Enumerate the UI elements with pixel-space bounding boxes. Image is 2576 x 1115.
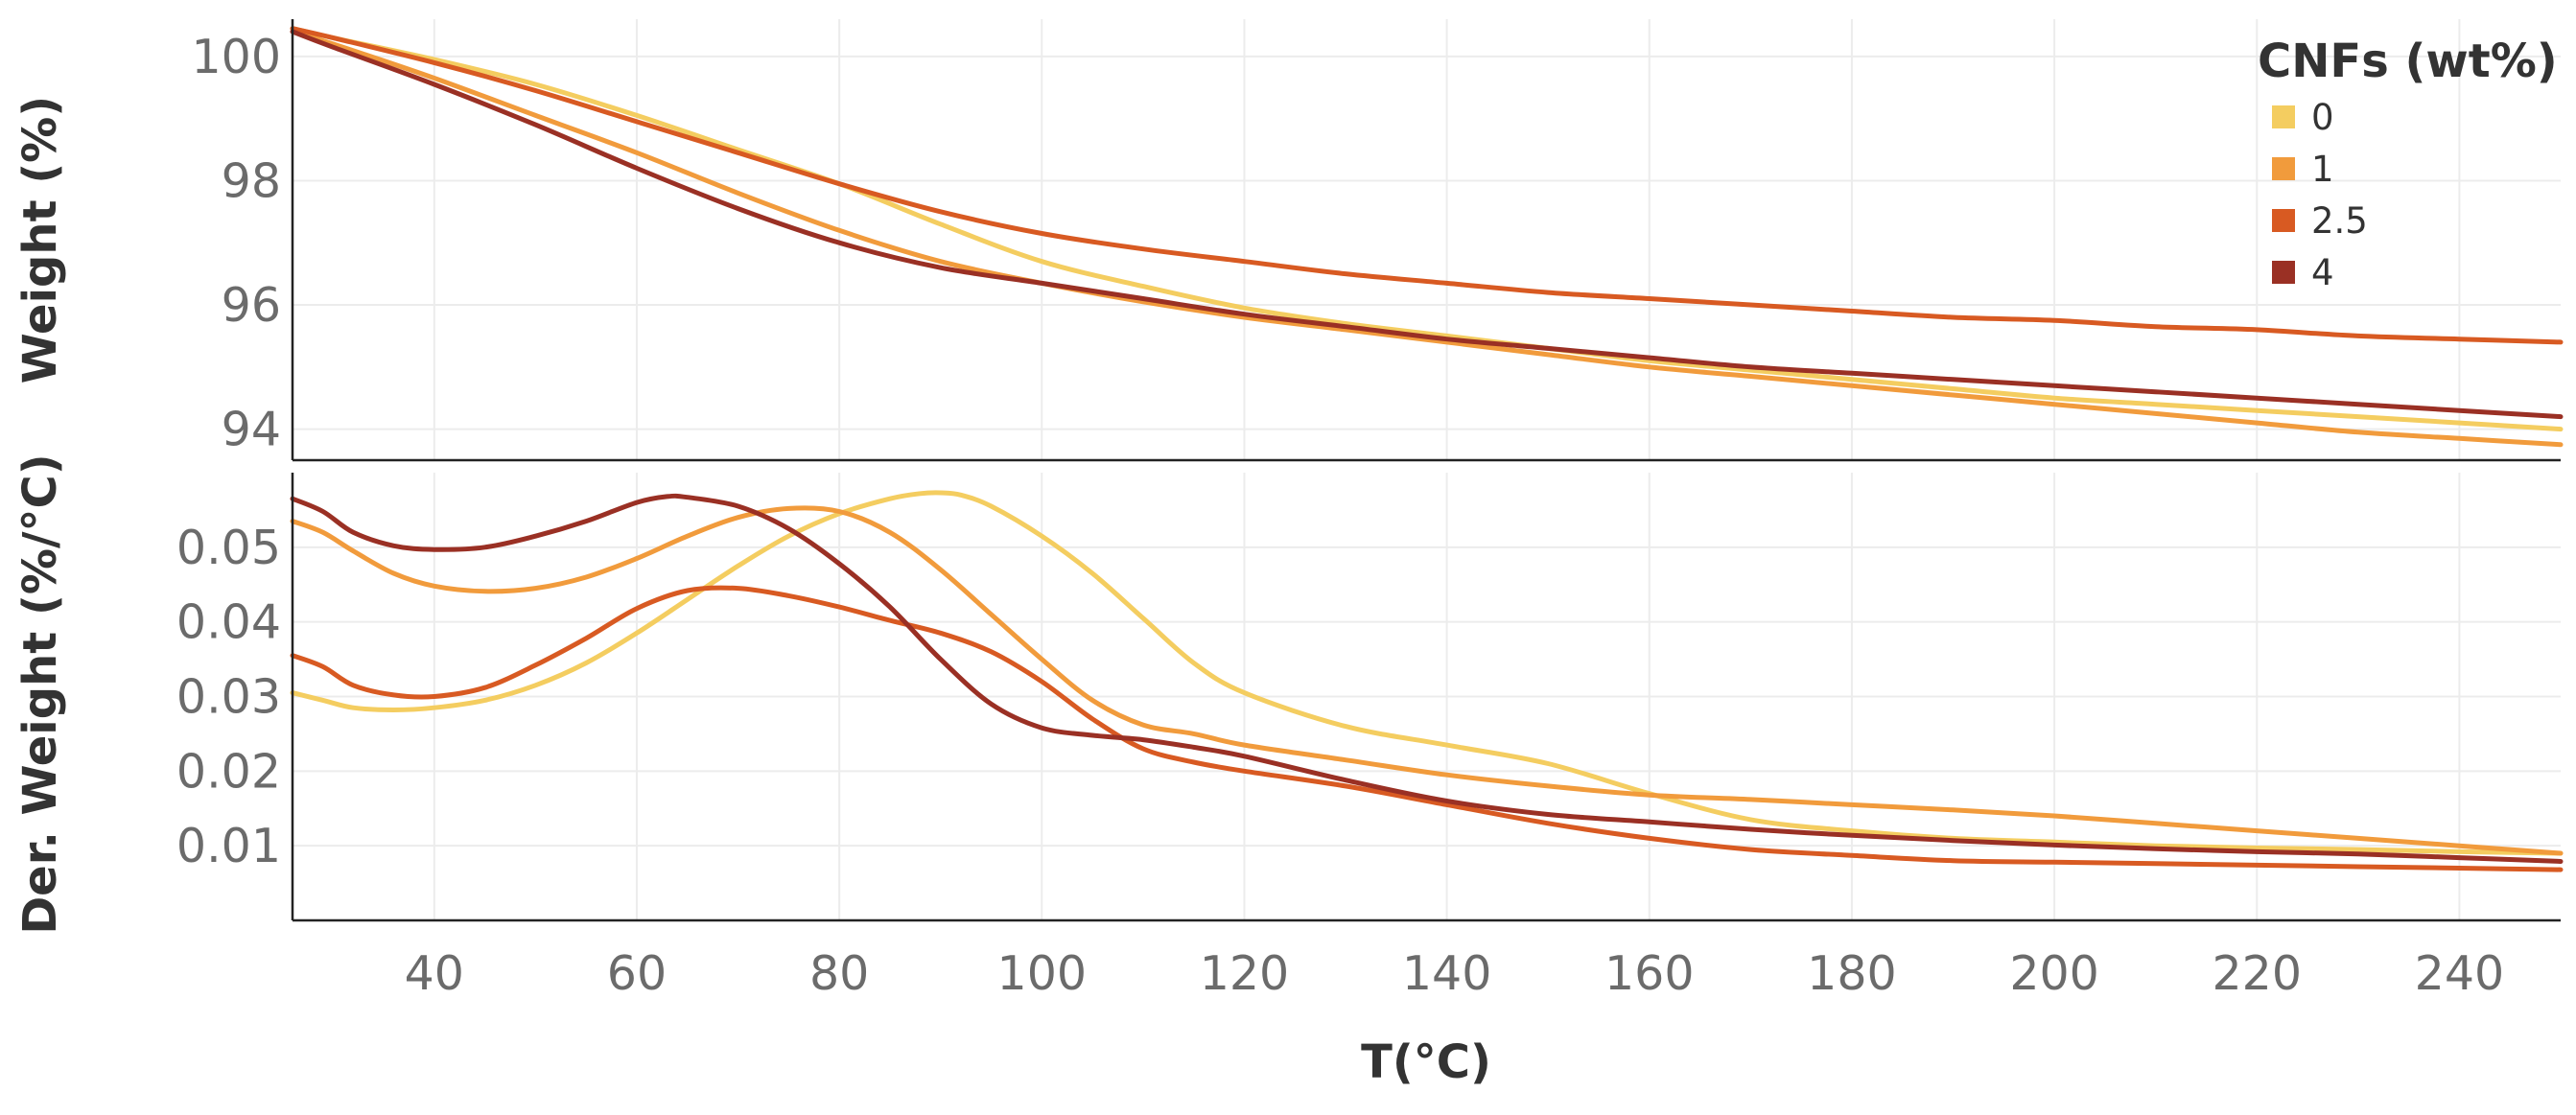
weight-y-tick-96: 96 bbox=[222, 278, 281, 333]
derivative-line-4 bbox=[290, 493, 2564, 864]
derivative-y-tick-0.04: 0.04 bbox=[176, 595, 281, 650]
derivative-gridlines bbox=[293, 473, 2561, 920]
legend-items: 012.54 bbox=[2272, 97, 2368, 293]
derivative-y-tick-0.03: 0.03 bbox=[176, 670, 281, 725]
x-ticks: 40 60 80 100 120 140 160 180 200 220 240 bbox=[405, 946, 2505, 1001]
weight-line-0 bbox=[290, 26, 2564, 432]
x-tick-40: 40 bbox=[405, 946, 464, 1001]
weight-panel: 94 96 98 100 Weight (%) bbox=[13, 19, 2564, 460]
weight-y-axis-label: Weight (%) bbox=[13, 96, 67, 383]
derivative-panel: 0.01 0.02 0.03 0.04 0.05 Der. Weight (%/°C) bbox=[13, 453, 2564, 935]
legend-title: CNFs (wt%) bbox=[2258, 35, 2558, 88]
x-tick-60: 60 bbox=[607, 946, 667, 1001]
axes bbox=[291, 19, 2561, 922]
x-tick-240: 240 bbox=[2415, 946, 2505, 1001]
x-axis-label: T(°C) bbox=[1361, 1035, 1491, 1089]
derivative-y-tick-0.02: 0.02 bbox=[176, 744, 281, 799]
derivative-line-1 bbox=[290, 505, 2564, 856]
weight-y-tick-100: 100 bbox=[191, 30, 281, 84]
legend-label-4: 4 bbox=[2311, 252, 2334, 293]
legend-swatch-0 bbox=[2272, 105, 2295, 128]
derivative-series bbox=[290, 490, 2564, 872]
x-tick-80: 80 bbox=[809, 946, 869, 1001]
legend-label-1: 1 bbox=[2311, 149, 2334, 190]
legend-swatch-4 bbox=[2272, 261, 2295, 284]
legend-swatch-2-5 bbox=[2272, 209, 2295, 232]
derivative-y-ticks: 0.01 0.02 0.03 0.04 0.05 bbox=[176, 521, 281, 873]
weight-y-tick-94: 94 bbox=[222, 403, 281, 457]
x-tick-120: 120 bbox=[1200, 946, 1290, 1001]
derivative-line-0 bbox=[290, 490, 2564, 856]
weight-line-2-5 bbox=[290, 26, 2564, 345]
x-tick-160: 160 bbox=[1604, 946, 1695, 1001]
legend-label-0: 0 bbox=[2311, 97, 2334, 138]
derivative-y-tick-0.01: 0.01 bbox=[176, 819, 281, 873]
legend-label-2-5: 2.5 bbox=[2311, 200, 2368, 242]
weight-series bbox=[290, 26, 2564, 448]
weight-line-4 bbox=[290, 29, 2564, 420]
derivative-line-2-5 bbox=[290, 585, 2564, 872]
x-tick-100: 100 bbox=[997, 946, 1088, 1001]
x-tick-140: 140 bbox=[1402, 946, 1492, 1001]
derivative-y-tick-0.05: 0.05 bbox=[176, 521, 281, 575]
x-tick-220: 220 bbox=[2212, 946, 2302, 1001]
x-tick-180: 180 bbox=[1807, 946, 1897, 1001]
x-tick-200: 200 bbox=[2009, 946, 2099, 1001]
weight-y-tick-98: 98 bbox=[222, 153, 281, 208]
weight-line-1 bbox=[290, 29, 2564, 448]
legend: CNFs (wt%) 012.54 bbox=[2258, 35, 2558, 293]
weight-y-ticks: 94 96 98 100 bbox=[191, 30, 281, 457]
legend-swatch-1 bbox=[2272, 157, 2295, 180]
derivative-y-axis-label: Der. Weight (%/°C) bbox=[13, 453, 67, 934]
